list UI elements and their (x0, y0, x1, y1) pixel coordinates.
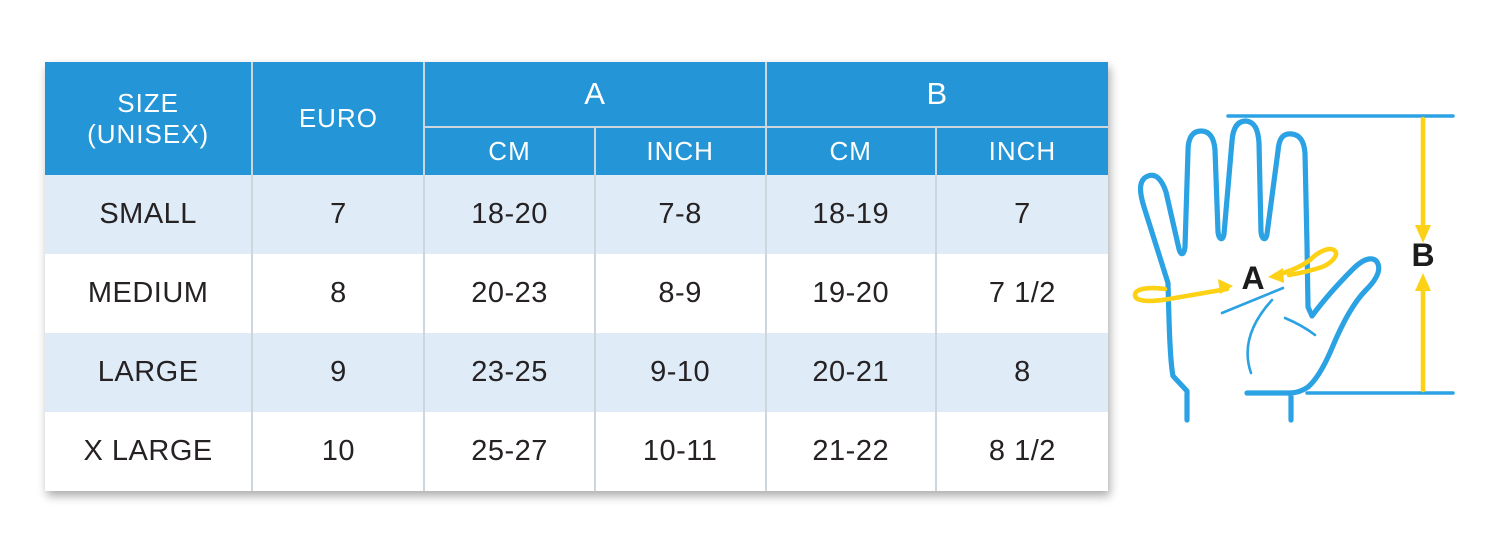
header-a-inch: INCH (594, 127, 767, 175)
size-cell: X LARGE (45, 412, 254, 491)
b-inch-cell: 7 1/2 (935, 254, 1108, 333)
header-a-cm: CM (424, 127, 596, 175)
size-cell: MEDIUM (45, 254, 254, 333)
a-inch-cell: 8-9 (594, 254, 767, 333)
measurement-b-arrows-icon (1415, 116, 1431, 393)
b-inch-cell: 7 (935, 175, 1108, 254)
a-inch-cell: 7-8 (594, 175, 767, 254)
hand-measurement-diagram: A B (1125, 95, 1470, 525)
a-cm-cell: 20-23 (424, 254, 596, 333)
header-size-line2: (UNISEX) (87, 118, 210, 149)
size-cell: LARGE (45, 333, 254, 412)
a-cm-cell: 23-25 (424, 333, 596, 412)
euro-cell: 10 (252, 412, 426, 491)
a-cm-cell: 25-27 (424, 412, 596, 491)
palm-crease-lines (1220, 286, 1317, 375)
table-row-large: LARGE 9 23-25 9-10 20-21 8 (45, 333, 1108, 412)
hand-outline-icon (1137, 118, 1382, 423)
label-a: A (1241, 260, 1264, 296)
euro-cell: 7 (252, 175, 426, 254)
label-b: B (1411, 237, 1434, 273)
size-table: SIZE (UNISEX) EURO A B CM INCH CM INCH S… (45, 62, 1108, 491)
header-euro: EURO (252, 62, 426, 175)
b-cm-cell: 21-22 (765, 412, 937, 491)
table-row-xlarge: X LARGE 10 25-27 10-11 21-22 8 1/2 (45, 412, 1108, 491)
size-cell: SMALL (45, 175, 254, 254)
b-inch-cell: 8 (935, 333, 1108, 412)
table-row-medium: MEDIUM 8 20-23 8-9 19-20 7 1/2 (45, 254, 1108, 333)
header-size: SIZE (UNISEX) (45, 62, 254, 175)
measurement-b-reference-lines (1226, 114, 1455, 395)
hand-diagram-svg: A B (1132, 114, 1455, 423)
header-group-b: B (765, 62, 1108, 128)
a-inch-cell: 10-11 (594, 412, 767, 491)
a-inch-cell: 9-10 (594, 333, 767, 412)
b-inch-cell: 8 1/2 (935, 412, 1108, 491)
table-header-row-units: CM INCH CM INCH (45, 127, 1108, 175)
header-size-line1: SIZE (117, 87, 180, 118)
euro-cell: 8 (252, 254, 426, 333)
measurement-a-arrows-icon (1132, 246, 1339, 304)
header-b-cm: CM (765, 127, 937, 175)
header-group-a: A (424, 62, 767, 128)
b-cm-cell: 18-19 (765, 175, 937, 254)
euro-cell: 9 (252, 333, 426, 412)
table-row-small: SMALL 7 18-20 7-8 18-19 7 (45, 175, 1108, 254)
b-cm-cell: 19-20 (765, 254, 937, 333)
b-cm-cell: 20-21 (765, 333, 937, 412)
table-header-row-groups: SIZE (UNISEX) EURO A B (45, 62, 1108, 175)
header-b-inch: INCH (935, 127, 1108, 175)
a-cm-cell: 18-20 (424, 175, 596, 254)
